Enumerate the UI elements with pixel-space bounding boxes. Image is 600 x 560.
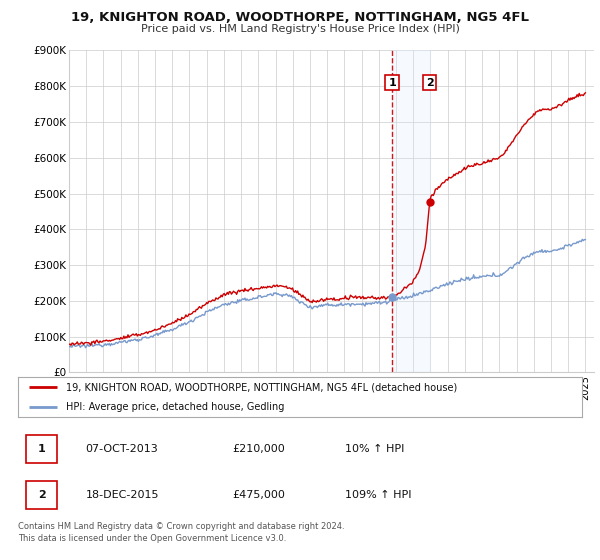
Text: 1: 1 [388, 78, 396, 87]
Text: 2: 2 [426, 78, 434, 87]
Bar [392, 50, 430, 372]
Text: 10% ↑ HPI: 10% ↑ HPI [345, 444, 404, 454]
Text: This data is licensed under the Open Government Licence v3.0.: This data is licensed under the Open Gov… [18, 534, 286, 543]
Text: £210,000: £210,000 [232, 444, 285, 454]
Text: 19, KNIGHTON ROAD, WOODTHORPE, NOTTINGHAM, NG5 4FL (detached house): 19, KNIGHTON ROAD, WOODTHORPE, NOTTINGHA… [66, 382, 457, 393]
Text: Contains HM Land Registry data © Crown copyright and database right 2024.: Contains HM Land Registry data © Crown c… [18, 522, 344, 531]
Text: 1: 1 [38, 444, 46, 454]
Text: 19, KNIGHTON ROAD, WOODTHORPE, NOTTINGHAM, NG5 4FL: 19, KNIGHTON ROAD, WOODTHORPE, NOTTINGHA… [71, 11, 529, 24]
Text: 2: 2 [38, 490, 46, 500]
Text: HPI: Average price, detached house, Gedling: HPI: Average price, detached house, Gedl… [66, 402, 284, 412]
Text: 18-DEC-2015: 18-DEC-2015 [86, 490, 159, 500]
Text: 109% ↑ HPI: 109% ↑ HPI [345, 490, 412, 500]
FancyBboxPatch shape [26, 435, 58, 463]
FancyBboxPatch shape [26, 481, 58, 508]
Text: £475,000: £475,000 [232, 490, 285, 500]
Text: Price paid vs. HM Land Registry's House Price Index (HPI): Price paid vs. HM Land Registry's House … [140, 24, 460, 34]
Text: 07-OCT-2013: 07-OCT-2013 [86, 444, 158, 454]
